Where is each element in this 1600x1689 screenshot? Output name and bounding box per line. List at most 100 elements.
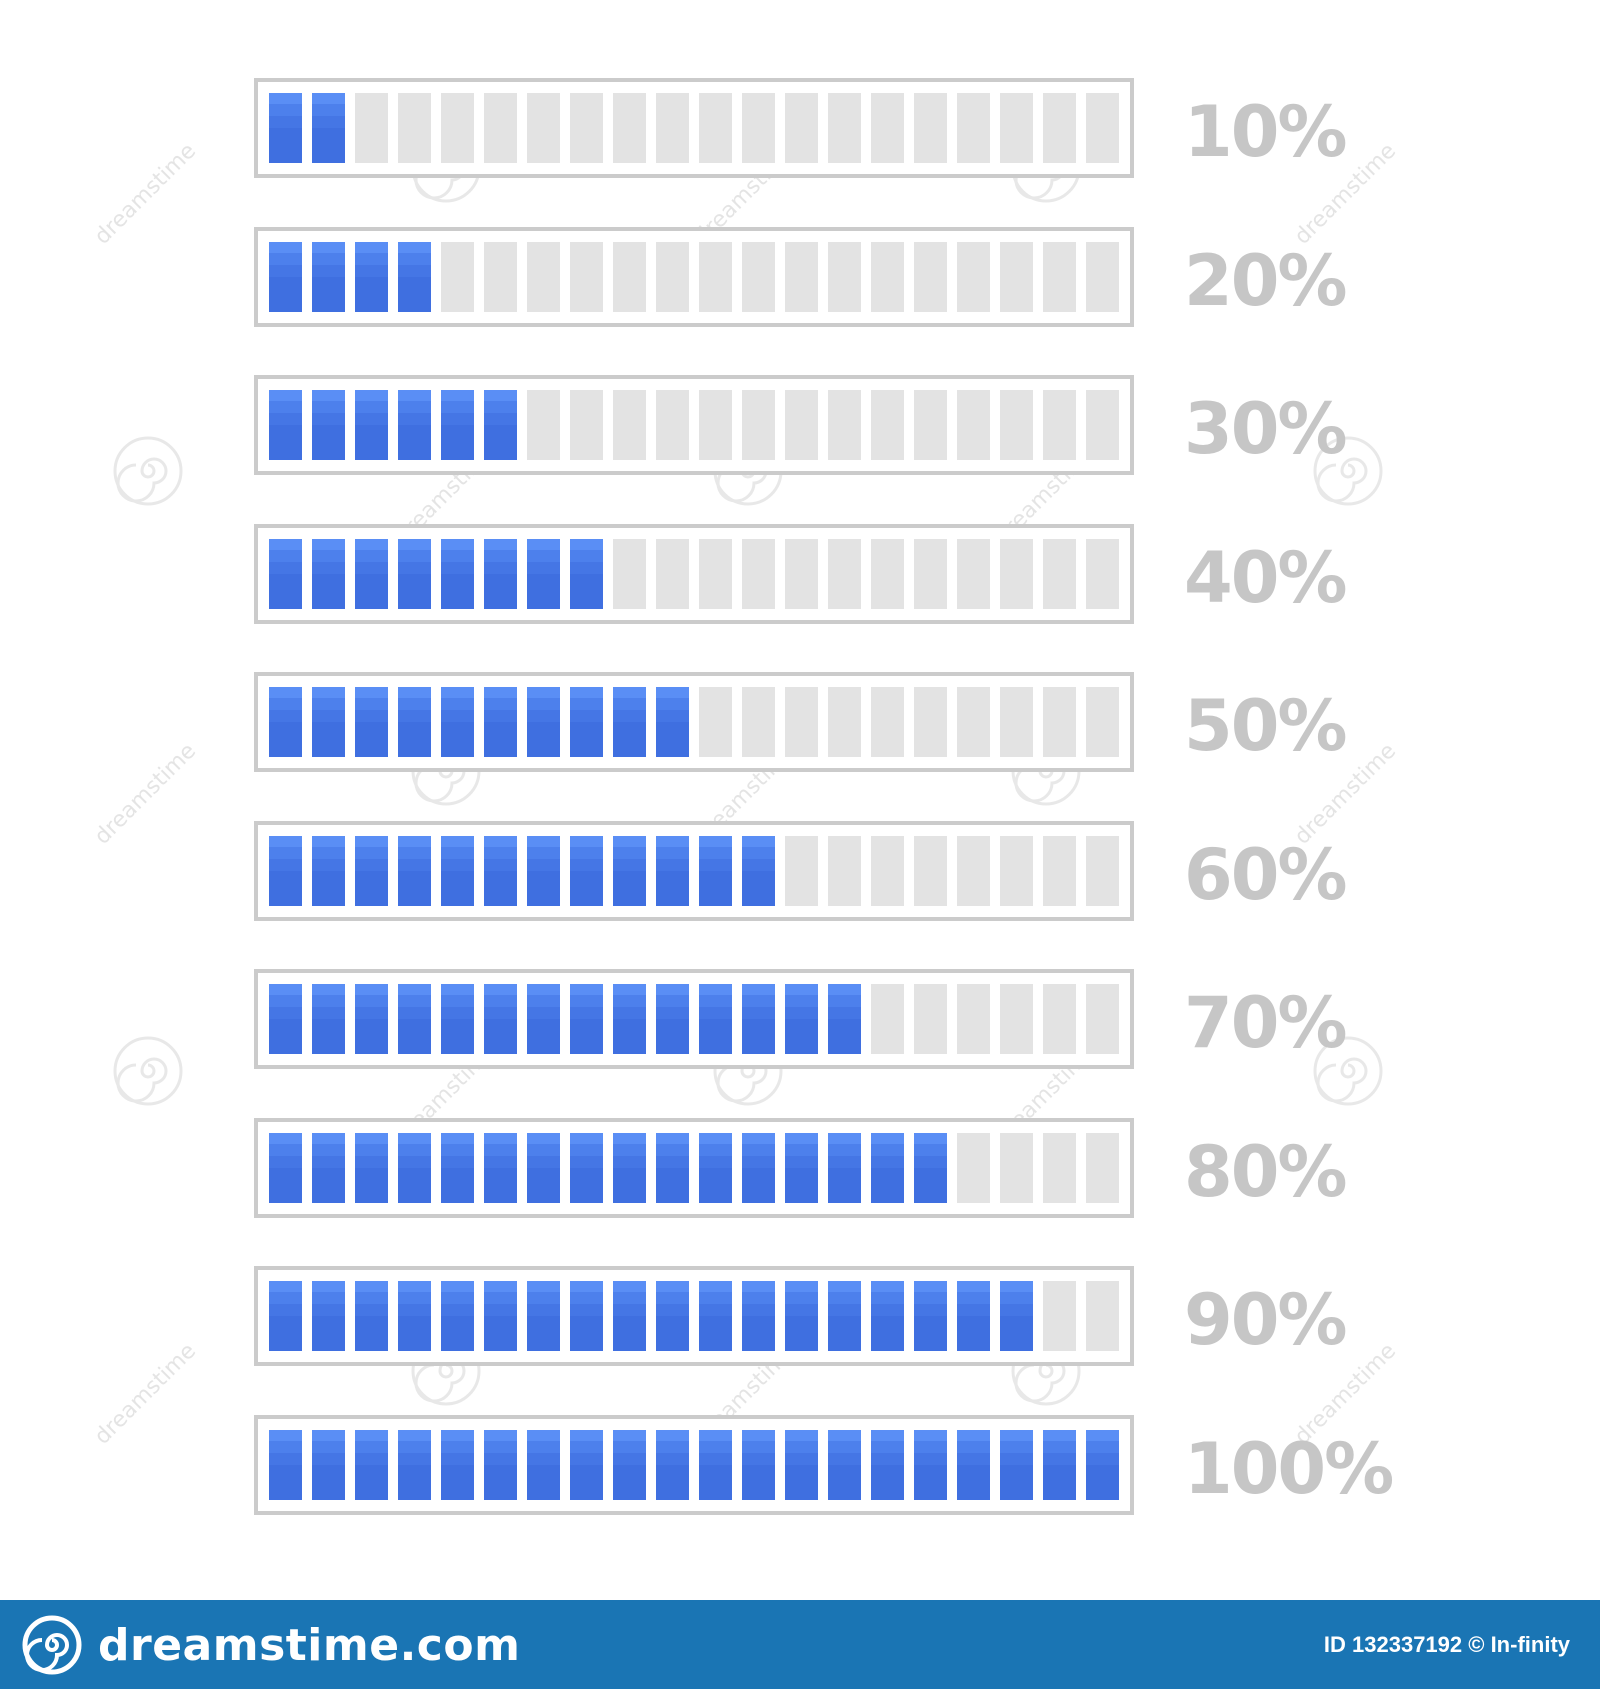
progress-segment-filled — [269, 241, 302, 312]
progress-segment-filled — [484, 1281, 517, 1351]
progress-segment-empty — [785, 241, 818, 312]
progress-segment-filled — [570, 1429, 603, 1500]
progress-segment-empty — [656, 390, 689, 460]
progress-segment-filled — [312, 241, 345, 312]
progress-segment-filled — [312, 390, 345, 460]
progress-track — [269, 538, 1119, 609]
progress-segment-filled — [269, 835, 302, 906]
progress-segment-filled — [570, 538, 603, 609]
progress-segment-empty — [871, 241, 904, 312]
progress-segment-filled — [613, 1132, 646, 1203]
progress-segment-empty — [742, 538, 775, 609]
progress-segment-filled — [312, 1429, 345, 1500]
progress-segment-empty — [1000, 241, 1033, 312]
progress-segment-filled — [570, 1132, 603, 1203]
progress-segment-filled — [1000, 1429, 1033, 1500]
brand: dreamstime.com — [22, 1612, 520, 1678]
progress-segment-empty — [914, 538, 947, 609]
progress-segment-empty — [570, 93, 603, 163]
watermark-text: dreamstime — [90, 738, 202, 850]
progress-segment-filled — [527, 1132, 560, 1203]
progress-segment-filled — [269, 93, 302, 163]
progress-segment-filled — [355, 390, 388, 460]
progress-segment-filled — [613, 687, 646, 757]
progress-segment-empty — [957, 687, 990, 757]
progress-segment-empty — [1000, 835, 1033, 906]
progress-segment-filled — [871, 1429, 904, 1500]
progress-segment-filled — [699, 1132, 732, 1203]
progress-segment-empty — [699, 687, 732, 757]
progress-segment-empty — [785, 93, 818, 163]
progress-segment-empty — [527, 390, 560, 460]
progress-segment-empty — [656, 538, 689, 609]
progress-segment-filled — [613, 1429, 646, 1500]
progress-segment-filled — [269, 1132, 302, 1203]
progress-segment-filled — [527, 1429, 560, 1500]
progress-segment-filled — [312, 687, 345, 757]
progress-segment-empty — [785, 687, 818, 757]
progress-segment-empty — [1000, 687, 1033, 757]
progress-segment-filled — [699, 835, 732, 906]
progress-segment-filled — [742, 1429, 775, 1500]
progress-segment-empty — [1086, 93, 1119, 163]
progress-segment-empty — [828, 390, 861, 460]
progress-segment-filled — [828, 1281, 861, 1351]
progress-row: 90% — [254, 1266, 1454, 1372]
progress-segment-filled — [828, 1429, 861, 1500]
progress-segment-empty — [1043, 241, 1076, 312]
progress-segment-filled — [871, 1281, 904, 1351]
progress-segment-empty — [742, 93, 775, 163]
progress-segment-empty — [1043, 538, 1076, 609]
progress-segment-filled — [484, 1132, 517, 1203]
progress-bar — [254, 820, 1134, 921]
progress-segment-empty — [527, 241, 560, 312]
progress-segment-empty — [441, 241, 474, 312]
progress-segment-filled — [398, 538, 431, 609]
brand-name: dreamstime.com — [98, 1619, 521, 1671]
progress-bar — [254, 523, 1134, 624]
progress-row: 100% — [254, 1414, 1454, 1521]
progress-segment-filled — [441, 1281, 474, 1351]
progress-segment-filled — [785, 1429, 818, 1500]
progress-segment-filled — [312, 835, 345, 906]
progress-percent-label: 80% — [1184, 1130, 1348, 1213]
progress-segment-filled — [484, 835, 517, 906]
progress-track — [269, 1132, 1119, 1203]
progress-segment-filled — [871, 1132, 904, 1203]
progress-segment-empty — [699, 241, 732, 312]
progress-segment-empty — [1000, 1132, 1033, 1203]
progress-segment-filled — [355, 835, 388, 906]
progress-percent-label: 20% — [1184, 239, 1348, 322]
progress-segment-empty — [1086, 984, 1119, 1054]
progress-segment-filled — [484, 687, 517, 757]
progress-segment-empty — [957, 835, 990, 906]
progress-segment-filled — [570, 984, 603, 1054]
progress-segment-empty — [957, 93, 990, 163]
progress-segment-filled — [398, 390, 431, 460]
progress-track — [269, 93, 1119, 163]
progress-segment-empty — [1043, 1281, 1076, 1351]
progress-segment-filled — [742, 984, 775, 1054]
progress-segment-empty — [570, 390, 603, 460]
progress-segment-filled — [527, 984, 560, 1054]
progress-segment-filled — [312, 93, 345, 163]
progress-segment-filled — [656, 1132, 689, 1203]
progress-segment-empty — [1000, 538, 1033, 609]
progress-segment-filled — [1043, 1429, 1076, 1500]
progress-segment-filled — [828, 1132, 861, 1203]
progress-segment-filled — [398, 241, 431, 312]
progress-segment-filled — [355, 1281, 388, 1351]
progress-segment-empty — [914, 390, 947, 460]
progress-track — [269, 390, 1119, 460]
progress-segment-filled — [441, 1132, 474, 1203]
progress-segment-empty — [1000, 984, 1033, 1054]
progress-segment-empty — [785, 835, 818, 906]
progress-segment-empty — [1086, 390, 1119, 460]
watermark-spiral-icon — [113, 436, 183, 506]
progress-segment-filled — [441, 390, 474, 460]
progress-segment-filled — [269, 1429, 302, 1500]
progress-percent-label: 10% — [1184, 91, 1348, 173]
progress-segment-filled — [312, 984, 345, 1054]
progress-segment-empty — [1000, 93, 1033, 163]
progress-percent-label: 30% — [1184, 388, 1348, 470]
